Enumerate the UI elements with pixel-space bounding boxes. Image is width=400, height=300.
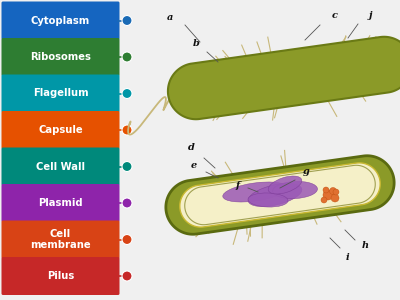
Circle shape <box>321 197 327 203</box>
Text: h: h <box>362 241 368 250</box>
Text: g: g <box>302 167 310 176</box>
Circle shape <box>122 235 132 244</box>
Ellipse shape <box>248 184 302 206</box>
FancyBboxPatch shape <box>2 184 120 222</box>
Circle shape <box>331 194 339 202</box>
Text: j: j <box>368 11 372 20</box>
Text: b: b <box>192 38 200 47</box>
Circle shape <box>122 125 132 135</box>
Text: d: d <box>188 143 194 152</box>
Circle shape <box>122 198 132 208</box>
PathPatch shape <box>180 163 380 227</box>
Text: c: c <box>332 11 338 20</box>
Circle shape <box>330 188 336 194</box>
PathPatch shape <box>168 37 400 119</box>
Text: Cell Wall: Cell Wall <box>36 161 85 172</box>
Circle shape <box>122 161 132 172</box>
Text: Plasmid: Plasmid <box>38 198 83 208</box>
Text: Cell
membrane: Cell membrane <box>30 229 91 250</box>
PathPatch shape <box>166 156 394 234</box>
Text: Ribosomes: Ribosomes <box>30 52 91 62</box>
Ellipse shape <box>223 182 287 202</box>
Circle shape <box>122 52 132 62</box>
Circle shape <box>122 88 132 98</box>
Text: i: i <box>346 253 350 262</box>
Circle shape <box>323 187 329 193</box>
Ellipse shape <box>272 182 318 199</box>
FancyBboxPatch shape <box>2 220 120 259</box>
Text: Flagellum: Flagellum <box>33 88 88 98</box>
Ellipse shape <box>248 193 288 207</box>
Circle shape <box>323 190 333 200</box>
Text: a: a <box>167 14 173 22</box>
FancyBboxPatch shape <box>2 148 120 185</box>
FancyBboxPatch shape <box>2 257 120 295</box>
Text: Cytoplasm: Cytoplasm <box>31 16 90 26</box>
Text: Pilus: Pilus <box>47 271 74 281</box>
Circle shape <box>122 271 132 281</box>
FancyBboxPatch shape <box>2 38 120 76</box>
Ellipse shape <box>268 176 302 194</box>
Circle shape <box>333 189 339 195</box>
Text: Capsule: Capsule <box>38 125 83 135</box>
Text: f: f <box>236 181 240 190</box>
Text: e: e <box>191 160 197 169</box>
FancyBboxPatch shape <box>2 74 120 112</box>
Circle shape <box>122 16 132 26</box>
FancyBboxPatch shape <box>2 2 120 40</box>
FancyBboxPatch shape <box>2 111 120 149</box>
